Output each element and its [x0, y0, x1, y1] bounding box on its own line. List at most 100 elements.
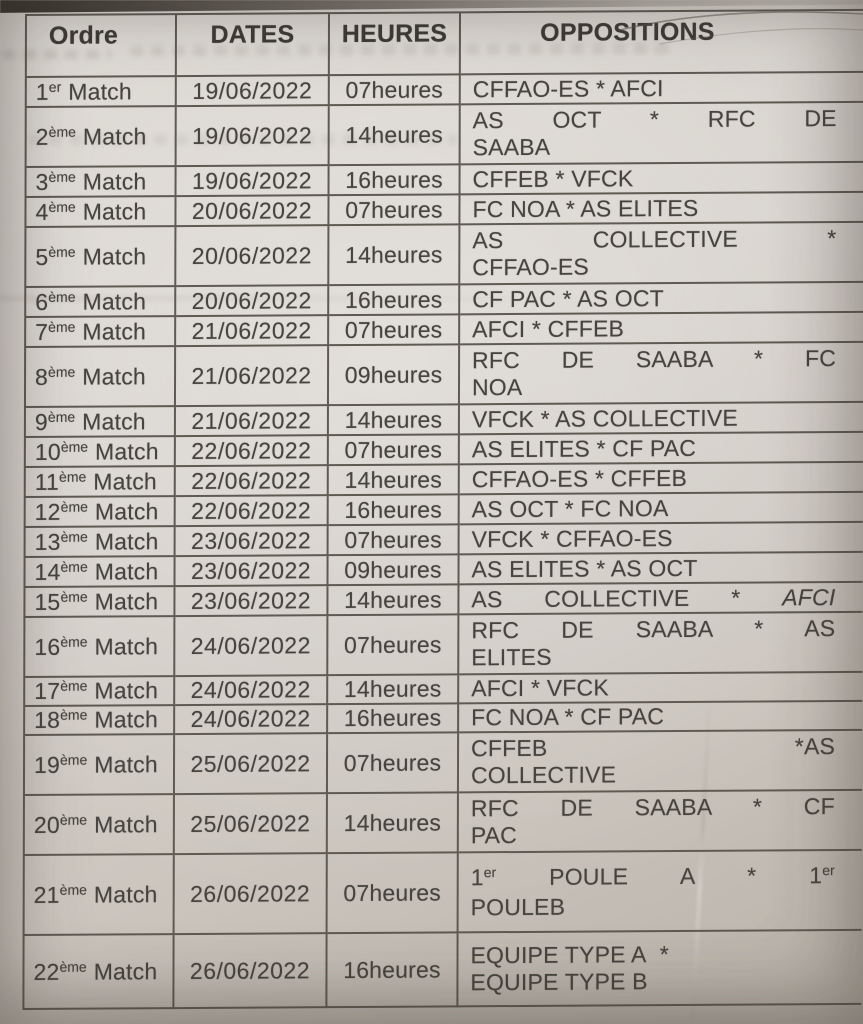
match-label: Match [93, 880, 158, 908]
match-time-cell: 14heures [328, 224, 460, 286]
opposition-line: NOA [472, 372, 836, 401]
ordinal-suffix: ème [60, 558, 88, 575]
opposition-line: CFFAO-ES * AFCI [473, 74, 837, 103]
opposition-text: AFCI * VFCK [471, 674, 609, 702]
match-opposition-cell: CF PAC * AS OCT [459, 281, 863, 315]
match-label: Match [82, 167, 147, 195]
opposition-text: CFFEB * VFCK [472, 164, 634, 192]
opposition-text: EQUIPE TYPE B [470, 968, 648, 996]
match-number: 17 [34, 677, 61, 704]
opposition-text: AS ELITES * AS OCT [471, 554, 698, 582]
match-opposition-cell: AS ELITES * CF PAC [458, 431, 863, 465]
match-time-cell: 14heures [327, 674, 459, 705]
match-label: Match [82, 287, 147, 315]
ordinal-suffix: ème [60, 677, 88, 694]
match-date-cell: 24/06/2022 [174, 615, 328, 677]
opposition-text: PAC [470, 822, 518, 849]
match-opposition-cell: RFC DE SAABA * FC NOA [458, 341, 863, 405]
match-number: 10 [34, 438, 61, 465]
ordinal-suffix: ème [47, 408, 76, 425]
opposition-line: EQUIPE TYPE B [470, 967, 834, 996]
opposition-line: FC NOA * AS ELITES [472, 194, 836, 223]
match-opposition-cell: EQUIPE TYPE A * EQUIPE TYPE B [457, 929, 862, 1007]
match-date-cell: 25/06/2022 [173, 793, 327, 855]
match-number: 14 [34, 558, 61, 585]
ordinal-suffix: ème [60, 498, 88, 515]
match-label: Match [94, 750, 158, 778]
opposition-line: AFCI * VFCK [471, 673, 835, 702]
ordinal-suffix: ème [48, 363, 76, 380]
match-ordinal-cell: 7ème Match [25, 316, 176, 348]
match-ordinal-cell: 20ème Match [23, 794, 174, 856]
col-header-dates: DATES [175, 13, 329, 77]
opposition-text: AS ELITES * CF PAC [471, 434, 697, 462]
opposition-text: FC NOA * AS ELITES [472, 194, 699, 222]
match-number: 8 [35, 363, 49, 390]
opposition-line: CFFAO-ES [472, 252, 836, 281]
match-date-cell: 20/06/2022 [175, 225, 329, 287]
table-row: 22ème Match 26/06/2022 16heures EQUIPE TY… [23, 929, 862, 1010]
opposition-line: RFC DE SAABA * CF [471, 793, 835, 822]
match-opposition-cell: CFFAO-ES * AFCI [459, 71, 863, 105]
table-row: 21ème Match 26/06/2022 07heures 1er POULE… [23, 849, 862, 936]
match-date-cell: 24/06/2022 [174, 704, 328, 735]
ordinal-suffix: ème [48, 123, 76, 140]
match-opposition-cell: RFC DE SAABA * AS ELITES [458, 611, 863, 675]
match-time-cell: 14heures [327, 464, 459, 496]
opposition-line: AS ELITES * CF PAC [472, 434, 836, 463]
opposition-line: FC NOA * CF PAC [471, 702, 835, 731]
match-date-cell: 22/06/2022 [174, 465, 328, 497]
match-label: Match [93, 467, 157, 495]
match-number: 21 [33, 881, 60, 908]
table-row: 5ème Match 20/06/2022 14heures AS COLLECT… [25, 221, 863, 288]
match-opposition-cell: AS OCT * FC NOA [458, 491, 863, 525]
match-time-cell: 14heures [326, 792, 458, 854]
ordinal-suffix: ème [60, 633, 88, 650]
opposition-text: POULEB [470, 893, 566, 920]
match-date-cell: 23/06/2022 [174, 555, 328, 587]
ordinal-suffix: ème [59, 468, 87, 485]
opposition-text: CFFEB *AS [471, 733, 836, 762]
opposition-line: CFFEB * VFCK [473, 164, 837, 193]
ordinal-suffix: ème [48, 318, 76, 335]
match-opposition-cell: VFCK * CFFAO-ES [458, 521, 863, 555]
match-number: 3 [35, 168, 49, 195]
opposition-line: COLLECTIVE [471, 760, 835, 789]
match-number: 9 [34, 408, 48, 435]
match-opposition-cell: AS OCT * RFC DE SAABA [459, 101, 863, 165]
match-ordinal-cell: 14ème Match [24, 556, 175, 588]
opposition-line: VFCK * AS COLLECTIVE [472, 404, 836, 433]
match-ordinal-cell: 19ème Match [23, 734, 175, 796]
opposition-line: PAC [471, 820, 835, 849]
match-label: Match [82, 197, 147, 225]
opposition-text: RFC DE SAABA * AS [471, 615, 836, 644]
match-date-cell: 21/06/2022 [174, 345, 329, 407]
opposition-line: ELITES [471, 642, 835, 671]
opposition-line: AS COLLECTIVE * [472, 225, 836, 254]
header-row: Ordre DATES HEURES OPPOSITIONS [25, 9, 863, 77]
match-time-cell: 07heures [326, 852, 458, 934]
match-label: Match [95, 437, 159, 465]
match-time-cell: 14heures [328, 104, 460, 166]
ordinal-suffix: ème [59, 811, 88, 828]
match-date-cell: 20/06/2022 [175, 285, 329, 317]
match-ordinal-cell: 15ème Match [24, 586, 175, 618]
match-label: Match [82, 362, 146, 390]
opposition-text: FC NOA * CF PAC [471, 703, 665, 731]
opposition-text: CF PAC * AS OCT [472, 284, 664, 312]
opposition-line: AS OCT * FC NOA [472, 494, 836, 523]
match-number: 2 [35, 123, 49, 150]
match-ordinal-cell: 4ème Match [25, 196, 176, 228]
match-label: Match [94, 587, 159, 615]
opposition-line: 1er POULE A * 1er [471, 862, 835, 894]
match-opposition-cell: RFC DE SAABA * CF PAC [457, 789, 862, 853]
match-ordinal-cell: 9ème Match [24, 406, 175, 438]
match-date-cell: 22/06/2022 [174, 495, 328, 527]
col-header-ordre: Ordre [25, 14, 176, 77]
match-opposition-cell: AS COLLECTIVE * CFFAO-ES [459, 221, 863, 285]
ordinal-suffix: ème [60, 528, 88, 545]
match-label: Match [94, 557, 159, 585]
match-time-cell: 07heures [328, 194, 460, 226]
match-ordinal-cell: 11ème Match [24, 466, 175, 498]
match-ordinal-cell: 6ème Match [25, 286, 176, 318]
